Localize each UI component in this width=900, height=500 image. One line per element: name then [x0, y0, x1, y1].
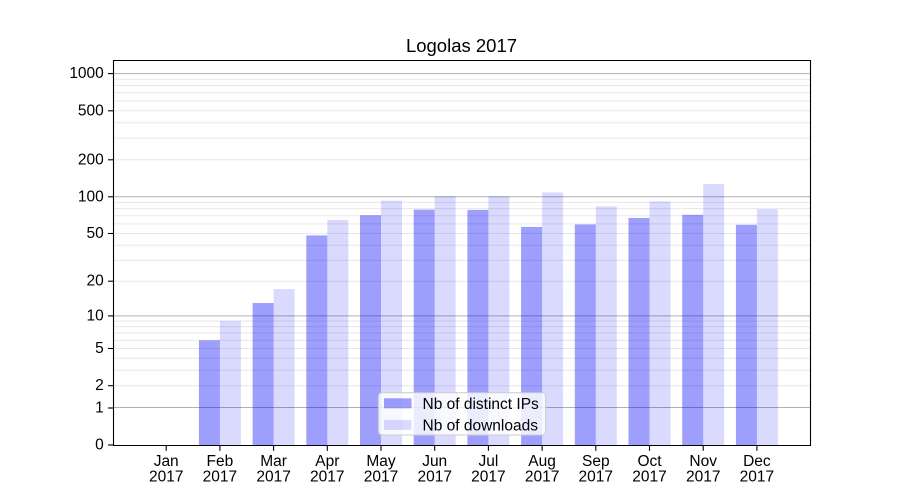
svg-text:1000: 1000: [69, 65, 104, 82]
svg-text:Oct: Oct: [637, 453, 662, 470]
svg-text:2017: 2017: [686, 468, 720, 485]
svg-text:2017: 2017: [632, 468, 666, 485]
svg-text:Aug: Aug: [528, 453, 556, 470]
svg-text:Dec: Dec: [743, 453, 771, 470]
svg-text:2: 2: [95, 377, 104, 394]
svg-text:2017: 2017: [417, 468, 451, 485]
svg-text:2017: 2017: [149, 468, 183, 485]
svg-text:2017: 2017: [310, 468, 344, 485]
svg-text:1: 1: [95, 400, 104, 417]
svg-text:Feb: Feb: [207, 453, 234, 470]
svg-text:Jul: Jul: [478, 453, 498, 470]
svg-text:10: 10: [87, 307, 105, 324]
svg-text:2017: 2017: [256, 468, 290, 485]
svg-text:100: 100: [78, 188, 104, 205]
svg-text:2017: 2017: [525, 468, 559, 485]
svg-text:200: 200: [78, 151, 104, 168]
svg-text:Sep: Sep: [582, 453, 610, 470]
svg-text:50: 50: [87, 225, 105, 242]
svg-text:0: 0: [95, 437, 104, 454]
svg-text:Apr: Apr: [315, 453, 339, 470]
svg-text:2017: 2017: [203, 468, 237, 485]
svg-text:2017: 2017: [579, 468, 613, 485]
svg-text:Nb of distinct IPs: Nb of distinct IPs: [423, 396, 540, 413]
svg-text:2017: 2017: [471, 468, 505, 485]
svg-text:2017: 2017: [740, 468, 774, 485]
svg-text:Logolas 2017: Logolas 2017: [406, 35, 517, 56]
svg-text:Mar: Mar: [260, 453, 287, 470]
svg-text:20: 20: [87, 273, 105, 290]
svg-text:Jun: Jun: [422, 453, 447, 470]
svg-text:May: May: [366, 453, 396, 470]
svg-text:Nb of downloads: Nb of downloads: [423, 417, 539, 434]
svg-text:5: 5: [95, 340, 104, 357]
svg-text:Jan: Jan: [154, 453, 179, 470]
svg-text:500: 500: [78, 102, 104, 119]
svg-text:Nov: Nov: [689, 453, 717, 470]
svg-text:2017: 2017: [364, 468, 398, 485]
